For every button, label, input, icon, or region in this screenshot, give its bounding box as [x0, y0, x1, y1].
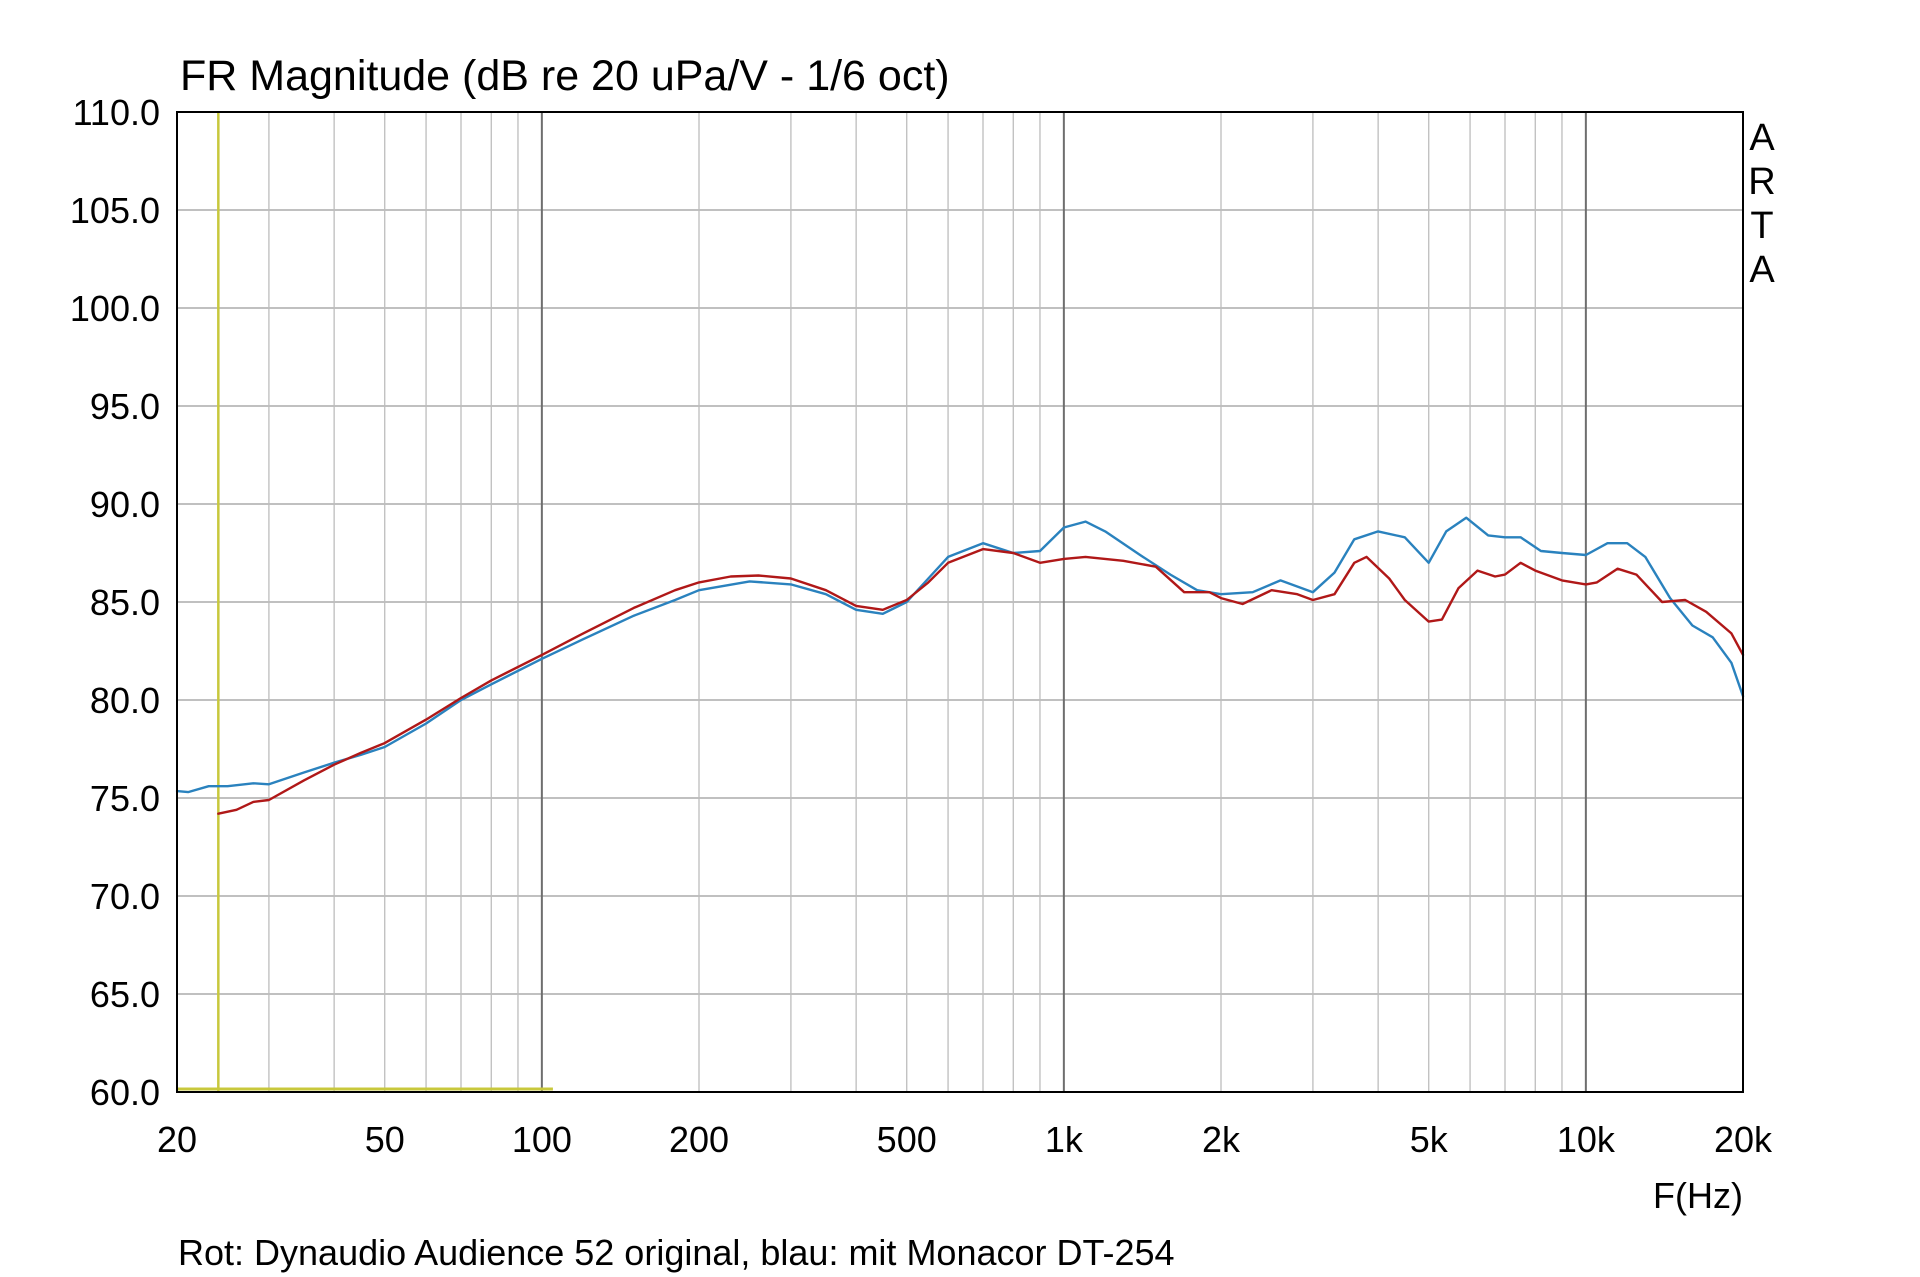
x-tick-label: 20k [1714, 1119, 1773, 1160]
x-axis-ticks: 20 50 100 200 500 1k 2k 5k 10k 20k [157, 1119, 1773, 1160]
y-tick-label: 75.0 [90, 778, 160, 819]
brand-letter: R [1748, 161, 1775, 203]
x-tick-label: 5k [1410, 1119, 1449, 1160]
y-tick-label: 95.0 [90, 386, 160, 427]
chart-title: FR Magnitude (dB re 20 uPa/V - 1/6 oct) [180, 52, 950, 100]
grid-layer [177, 111, 1743, 1093]
plot-frame [176, 111, 1744, 1093]
y-tick-label: 90.0 [90, 484, 160, 525]
chart-caption: Rot: Dynaudio Audience 52 original, blau… [178, 1232, 1175, 1273]
y-axis-ticks: 60.0 65.0 70.0 75.0 80.0 85.0 90.0 95.0 100.0 105… [70, 92, 160, 1113]
x-tick-label: 2k [1202, 1119, 1241, 1160]
y-tick-label: 65.0 [90, 974, 160, 1015]
y-tick-label: 105.0 [70, 190, 160, 231]
brand-letter: A [1749, 117, 1775, 159]
x-axis-label: F(Hz) [1653, 1175, 1743, 1216]
series-line-red [217, 547, 1745, 815]
y-tick-label: 110.0 [73, 92, 160, 133]
y-tick-label: 80.0 [90, 680, 160, 721]
x-tick-label: 10k [1557, 1119, 1616, 1160]
marker-layer [177, 112, 553, 1092]
x-tick-label: 50 [365, 1119, 405, 1160]
y-tick-label: 85.0 [90, 582, 160, 623]
x-tick-label: 100 [512, 1119, 572, 1160]
x-tick-label: 500 [877, 1119, 937, 1160]
x-tick-label: 20 [157, 1119, 197, 1160]
brand-letter: A [1749, 249, 1775, 291]
y-tick-label: 100.0 [70, 288, 160, 329]
brand-letter: T [1750, 205, 1773, 247]
x-tick-label: 1k [1045, 1119, 1084, 1160]
series-layer [175, 516, 1745, 815]
series-line-blue [175, 516, 1745, 794]
y-tick-label: 70.0 [90, 876, 160, 917]
x-tick-label: 200 [669, 1119, 729, 1160]
y-tick-label: 60.0 [90, 1072, 160, 1113]
